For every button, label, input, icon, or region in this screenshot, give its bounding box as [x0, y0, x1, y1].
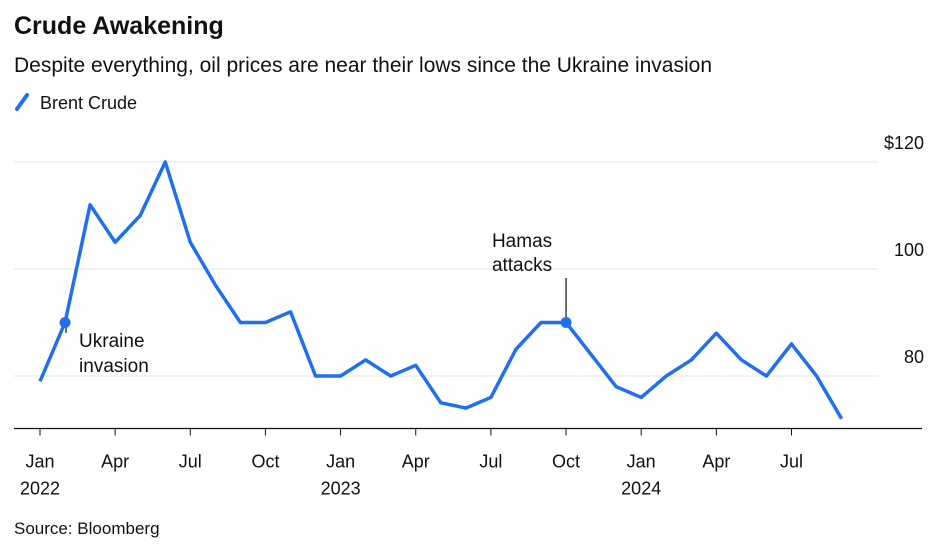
x-tick-label: Jul — [179, 452, 202, 472]
x-tick-label: Jul — [780, 452, 803, 472]
series-line — [38, 160, 844, 420]
annotation-label: Hamas — [492, 231, 552, 252]
x-tick-label: Jan — [326, 452, 355, 472]
y-tick-label: 100 — [894, 240, 924, 260]
x-tick-label: Jan — [25, 452, 54, 472]
x-tick-label: Apr — [101, 452, 129, 472]
annotation-dot — [560, 317, 572, 328]
x-tick-year: 2024 — [621, 479, 661, 499]
annotation-label: invasion — [79, 356, 149, 377]
x-tick-label: Oct — [552, 452, 580, 472]
x-tick-label: Apr — [402, 452, 430, 472]
x-tick-year: 2023 — [321, 479, 361, 499]
annotation-label: attacks — [492, 255, 552, 276]
x-tick-year: 2022 — [20, 479, 60, 499]
source: Source: Bloomberg — [14, 519, 160, 538]
chart-subtitle: Despite everything, oil prices are near … — [14, 54, 712, 77]
legend-swatch — [15, 93, 29, 111]
chart-title: Crude Awakening — [14, 12, 224, 40]
x-tick-label: Jan — [627, 452, 656, 472]
annotation-label: Ukraine — [79, 331, 144, 352]
x-tick-label: Jul — [479, 452, 502, 472]
legend-label: Brent Crude — [40, 93, 137, 113]
y-tick-label: 80 — [904, 347, 924, 367]
y-tick-label: $120 — [884, 133, 924, 153]
x-tick-label: Apr — [702, 452, 730, 472]
x-tick-label: Oct — [251, 452, 279, 472]
annotation-dot — [59, 317, 71, 328]
